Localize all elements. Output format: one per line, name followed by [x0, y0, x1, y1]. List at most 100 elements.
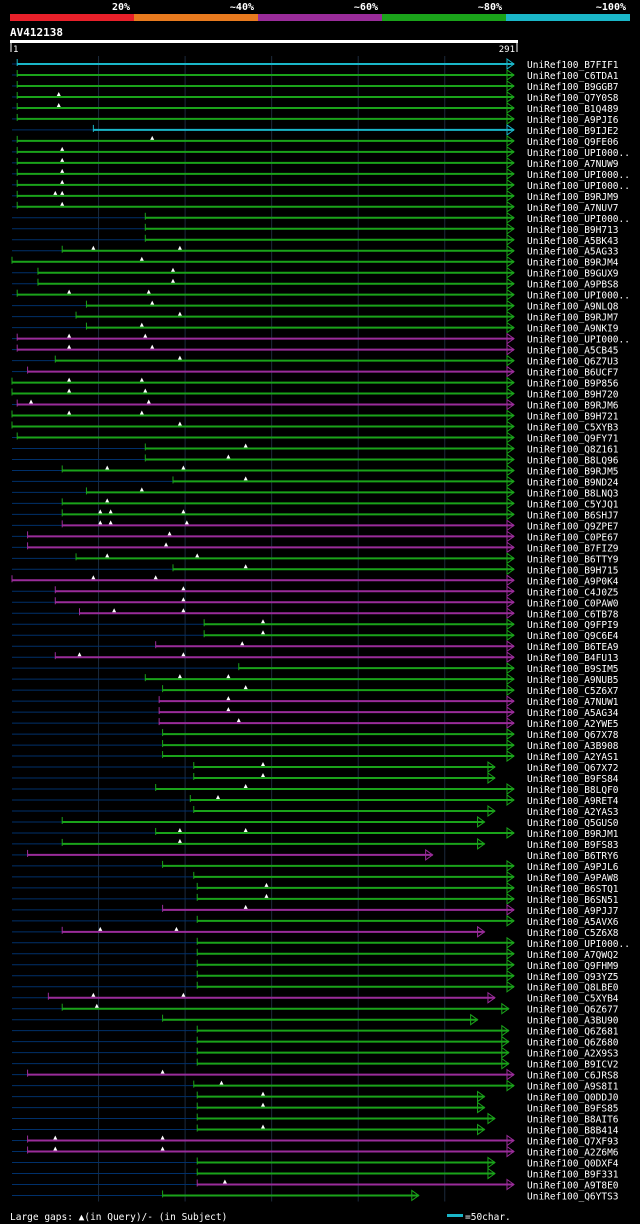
hit-row[interactable]: UniRef100_C0PE67 [12, 530, 619, 543]
hit-row[interactable]: UniRef100_C5Z6X8 [12, 925, 619, 939]
hit-row[interactable]: UniRef100_Q0DXF4 [12, 1156, 619, 1170]
hit-label[interactable]: UniRef100_B6SHJ7 [527, 510, 619, 521]
hit-label[interactable]: UniRef100_A5CB45 [527, 346, 619, 357]
hit-row[interactable]: UniRef100_B6TRY6 [12, 848, 619, 862]
hit-label[interactable]: UniRef100_B9H713 [527, 225, 619, 236]
hit-row[interactable]: UniRef100_B7FIZ9 [12, 541, 619, 554]
hit-row[interactable]: UniRef100_Q9ZPE7 [12, 519, 619, 532]
hit-row[interactable]: UniRef100_B9H720 [11, 387, 619, 401]
hit-row[interactable]: UniRef100_C6JRS8 [12, 1068, 619, 1082]
hit-row[interactable]: UniRef100_A5BK43 [12, 233, 619, 247]
hit-row[interactable]: UniRef100_A9T8E0 [12, 1178, 619, 1191]
hit-label[interactable]: UniRef100_C5YJQ1 [527, 499, 619, 510]
hit-label[interactable]: UniRef100_C6TDA1 [527, 71, 619, 82]
hit-row[interactable]: UniRef100_Q67X78 [12, 728, 619, 741]
hit-label[interactable]: UniRef100_B9P856 [527, 379, 619, 390]
hit-label[interactable]: UniRef100_A9NLQ8 [527, 302, 619, 313]
hit-label[interactable]: UniRef100_B9F331 [527, 1169, 619, 1180]
hit-row[interactable]: UniRef100_B4FU13 [12, 651, 619, 664]
hit-label[interactable]: UniRef100_A9NUB5 [527, 675, 619, 686]
hit-label[interactable]: UniRef100_A2X9S3 [527, 1049, 619, 1060]
hit-label[interactable]: UniRef100_C5Z6X8 [527, 928, 619, 939]
hit-row[interactable]: UniRef100_A9S8I1 [12, 1079, 619, 1093]
hit-label[interactable]: UniRef100_B6TEA9 [527, 642, 619, 653]
hit-label[interactable]: UniRef100_A7NUW9 [527, 159, 619, 170]
hit-row[interactable]: UniRef100_C4J0Z5 [12, 585, 619, 598]
hit-row[interactable]: UniRef100_B6SN51 [12, 892, 619, 906]
hit-label[interactable]: UniRef100_Q67X78 [527, 730, 619, 741]
hit-row[interactable]: UniRef100_B9H721 [11, 409, 619, 423]
hit-label[interactable]: UniRef100_B1Q489 [527, 104, 619, 115]
hit-row[interactable]: UniRef100_Q6YTS3 [12, 1189, 619, 1202]
hit-row[interactable]: UniRef100_B9IJE2 [12, 123, 619, 137]
hit-row[interactable]: UniRef100_B8AIT6 [12, 1112, 619, 1126]
hit-label[interactable]: UniRef100_Q0DDJ0 [527, 1093, 619, 1104]
hit-row[interactable]: UniRef100_Q7Y0S8 [12, 90, 619, 104]
hit-row[interactable]: UniRef100_Q8LBE0 [12, 980, 619, 994]
hit-row[interactable]: UniRef100_B9GGB7 [12, 79, 619, 93]
hit-label[interactable]: UniRef100_Q6YTS3 [527, 1191, 619, 1202]
hit-row[interactable]: UniRef100_A9P0K4 [11, 574, 619, 587]
hit-row[interactable]: UniRef100_UPI000.. [12, 145, 630, 159]
hit-label[interactable]: UniRef100_B4FU13 [527, 653, 619, 664]
hit-row[interactable]: UniRef100_B9H713 [12, 222, 619, 236]
hit-row[interactable]: UniRef100_C5XYB4 [12, 991, 619, 1005]
hit-label[interactable]: UniRef100_B9H720 [527, 390, 619, 401]
hit-row[interactable]: UniRef100_A7NUV7 [12, 200, 619, 214]
hit-row[interactable]: UniRef100_B9RJM9 [12, 189, 619, 203]
hit-row[interactable]: UniRef100_C0PAW0 [12, 596, 619, 609]
hit-label[interactable]: UniRef100_B9FS83 [527, 840, 619, 851]
hit-row[interactable]: UniRef100_A2X9S3 [12, 1046, 619, 1060]
hit-label[interactable]: UniRef100_C4J0Z5 [527, 587, 619, 598]
hit-row[interactable]: UniRef100_B9FS83 [12, 837, 619, 851]
hit-row[interactable]: UniRef100_Q93YZ5 [12, 969, 619, 983]
hit-label[interactable]: UniRef100_A9PBS8 [527, 280, 619, 291]
hit-label[interactable]: UniRef100_B9RJM4 [527, 258, 619, 269]
hit-label[interactable]: UniRef100_C0PE67 [527, 532, 619, 543]
hit-label[interactable]: UniRef100_Q9FY71 [527, 433, 619, 444]
hit-row[interactable]: UniRef100_UPI000.. [12, 178, 630, 192]
hit-label[interactable]: UniRef100_Q9ZPE7 [527, 521, 619, 532]
hit-row[interactable]: UniRef100_Q9FE06 [12, 134, 619, 148]
hit-row[interactable]: UniRef100_B9SIM5 [12, 662, 619, 675]
hit-row[interactable]: UniRef100_C6TDA1 [12, 69, 619, 82]
hit-label[interactable]: UniRef100_A2Z6M6 [527, 1148, 619, 1159]
hit-label[interactable]: UniRef100_B9FS85 [527, 1104, 619, 1115]
hit-label[interactable]: UniRef100_A9NKI9 [527, 324, 619, 335]
hit-label[interactable]: UniRef100_UPI000.. [527, 170, 630, 181]
hit-label[interactable]: UniRef100_Q67X72 [527, 763, 619, 774]
hit-label[interactable]: UniRef100_A9PAW8 [527, 873, 619, 884]
hit-row[interactable]: UniRef100_Q5GUS0 [12, 815, 619, 829]
hit-label[interactable]: UniRef100_B9H721 [527, 412, 619, 423]
hit-row[interactable]: UniRef100_A9NKI9 [12, 321, 619, 335]
hit-row[interactable]: UniRef100_A5AVX6 [12, 914, 619, 928]
hit-label[interactable]: UniRef100_Q6Z680 [527, 1038, 619, 1049]
hit-label[interactable]: UniRef100_Q6Z677 [527, 1005, 619, 1016]
hit-row[interactable]: UniRef100_Q67X72 [12, 761, 619, 774]
hit-label[interactable]: UniRef100_A2YAS3 [527, 807, 619, 818]
hit-label[interactable]: UniRef100_A2YWE5 [527, 719, 619, 730]
hit-row[interactable]: UniRef100_B7FIF1 [12, 58, 619, 71]
hit-row[interactable]: UniRef100_A2YAS1 [12, 750, 619, 763]
hit-row[interactable]: UniRef100_B9RJM6 [12, 398, 619, 412]
hit-row[interactable]: UniRef100_Q9FPI9 [12, 618, 619, 631]
hit-row[interactable]: UniRef100_B9RJM1 [12, 826, 619, 840]
hit-row[interactable]: UniRef100_B6TEA9 [12, 640, 619, 653]
hit-label[interactable]: UniRef100_Q0DXF4 [527, 1159, 619, 1170]
hit-row[interactable]: UniRef100_B9FS84 [12, 772, 619, 785]
hit-row[interactable]: UniRef100_Q6Z681 [12, 1024, 619, 1038]
hit-row[interactable]: UniRef100_Q9FHM9 [12, 958, 619, 972]
hit-row[interactable]: UniRef100_UPI000.. [12, 936, 630, 950]
hit-label[interactable]: UniRef100_A9PJJ7 [527, 906, 619, 917]
hit-row[interactable]: UniRef100_C6TB78 [12, 607, 619, 620]
hit-label[interactable]: UniRef100_B8B414 [527, 1126, 619, 1137]
hit-row[interactable]: UniRef100_Q6Z677 [12, 1002, 619, 1016]
hit-row[interactable]: UniRef100_A3B908 [12, 739, 619, 752]
hit-label[interactable]: UniRef100_Q9FPI9 [527, 620, 619, 631]
hit-label[interactable]: UniRef100_Q7Y0S8 [527, 93, 619, 104]
hit-row[interactable]: UniRef100_Q6Z7U3 [12, 354, 619, 368]
hit-row[interactable]: UniRef100_A5AG33 [12, 244, 619, 258]
hit-row[interactable]: UniRef100_B9ICV2 [12, 1057, 619, 1071]
hit-row[interactable]: UniRef100_Q9C6E4 [12, 629, 619, 642]
hit-row[interactable]: UniRef100_B9F331 [12, 1167, 619, 1180]
